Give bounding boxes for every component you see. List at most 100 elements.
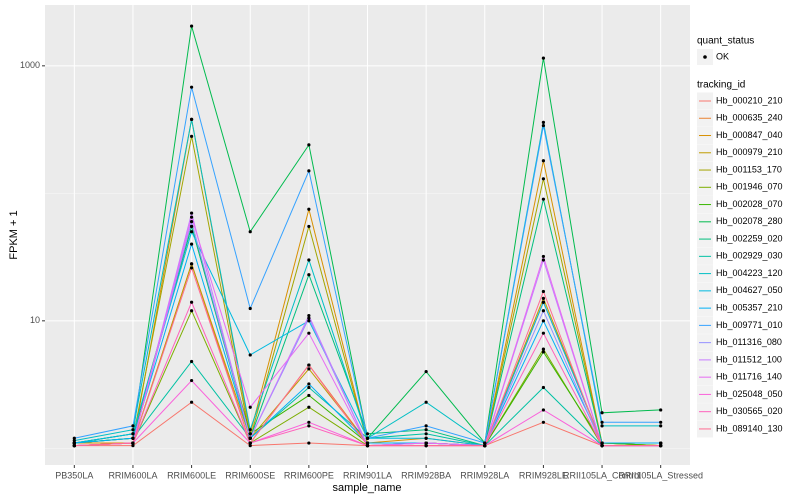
data-point (72, 438, 76, 443)
data-point (189, 359, 194, 364)
x-tick-label: PB350LA (55, 470, 93, 480)
legend-label: Hb_005357_210 (716, 302, 783, 312)
data-point (248, 444, 252, 448)
legend-label: Hb_001153_170 (716, 164, 782, 174)
data-point (248, 353, 252, 357)
data-point (424, 428, 428, 432)
x-tick-label: RRIM600LE (167, 470, 216, 480)
data-point (189, 242, 194, 246)
data-point (307, 424, 311, 428)
data-point (189, 266, 194, 270)
x-tick-label: RRIM928BA (401, 470, 451, 480)
data-point (189, 262, 194, 266)
y-tick-label: 1000 (20, 60, 40, 70)
data-point (424, 441, 428, 445)
data-point (131, 432, 135, 436)
data-point (189, 211, 194, 215)
data-point (541, 258, 546, 262)
data-point (307, 316, 311, 320)
legend-label: OK (716, 51, 729, 61)
data-point (541, 289, 546, 294)
data-point (483, 444, 487, 448)
legend-label: Hb_000847_040 (716, 130, 783, 140)
legend-label: Hb_089140_130 (716, 423, 783, 433)
legend-label: Hb_002259_020 (716, 233, 783, 243)
data-point (307, 273, 311, 277)
data-point (307, 385, 311, 390)
data-point (483, 441, 487, 445)
data-point (541, 309, 546, 313)
legend-label: Hb_011316_080 (716, 337, 782, 347)
data-point (248, 436, 252, 440)
data-point (541, 420, 546, 424)
x-tick-label: RRIM600LA (108, 470, 157, 480)
data-point (189, 24, 194, 28)
x-tick-label: RRIM901LA (343, 470, 392, 480)
data-point (307, 313, 311, 318)
x-tick-label: RRIM928LE (519, 470, 568, 480)
x-tick-label: RRIM600SE (225, 470, 275, 480)
data-point (541, 56, 546, 60)
data-point (248, 428, 252, 432)
data-point (131, 441, 135, 445)
legend-label: Hb_002078_280 (716, 216, 783, 226)
legend-label: Hb_000635_240 (716, 113, 783, 123)
data-point (541, 123, 546, 128)
data-point (131, 436, 135, 440)
x-axis-label: sample_name (332, 482, 401, 494)
data-point (189, 309, 194, 313)
x-tick-label: RRIM600PE (284, 470, 334, 480)
data-point (248, 306, 252, 311)
data-point (600, 420, 604, 424)
legend-label: Hb_000210_210 (716, 95, 783, 105)
data-point (189, 215, 194, 219)
legend-label: Hb_000979_210 (716, 147, 783, 157)
data-point (189, 230, 194, 234)
data-point (424, 436, 428, 440)
data-point (307, 331, 311, 335)
data-point (189, 134, 194, 138)
legend-label: Hb_025048_050 (716, 389, 783, 399)
data-point (307, 143, 311, 147)
data-point (424, 369, 428, 374)
data-point (307, 363, 311, 367)
data-point (659, 444, 663, 448)
data-point (131, 444, 135, 448)
data-point (541, 177, 546, 181)
data-point (541, 408, 546, 412)
data-point (307, 319, 311, 323)
data-point (541, 300, 546, 304)
data-point (307, 169, 311, 173)
data-point (541, 254, 546, 259)
y-axis-label: FPKM + 1 (8, 210, 20, 259)
data-point (189, 224, 194, 229)
data-point (600, 411, 604, 415)
x-tick-label: RRII105LA_Control (563, 470, 641, 480)
data-point (307, 405, 311, 409)
legend-label: Hb_009771_010 (716, 320, 783, 330)
data-point (248, 405, 252, 409)
legend-label: Hb_030565_020 (716, 406, 783, 416)
data-point (541, 120, 546, 125)
data-point (659, 441, 663, 445)
data-point (189, 378, 194, 383)
data-point (600, 424, 604, 428)
legend-label: Hb_001946_070 (716, 182, 783, 192)
legend-symbol (703, 55, 707, 59)
data-point (307, 258, 311, 262)
data-point (307, 441, 311, 445)
legend-label: Hb_004223_120 (716, 268, 783, 278)
data-point (600, 444, 604, 448)
data-point (307, 224, 311, 229)
legend-label: Hb_011512_100 (716, 354, 782, 364)
data-point (189, 220, 194, 224)
legend-label: Hb_004627_050 (716, 285, 783, 295)
x-tick-label: RRIM928LA (460, 470, 509, 480)
data-point (659, 408, 663, 412)
data-point (541, 159, 546, 163)
data-point (541, 350, 546, 354)
data-point (307, 420, 311, 424)
data-point (365, 441, 370, 445)
data-point (189, 300, 194, 304)
data-point (72, 436, 76, 440)
